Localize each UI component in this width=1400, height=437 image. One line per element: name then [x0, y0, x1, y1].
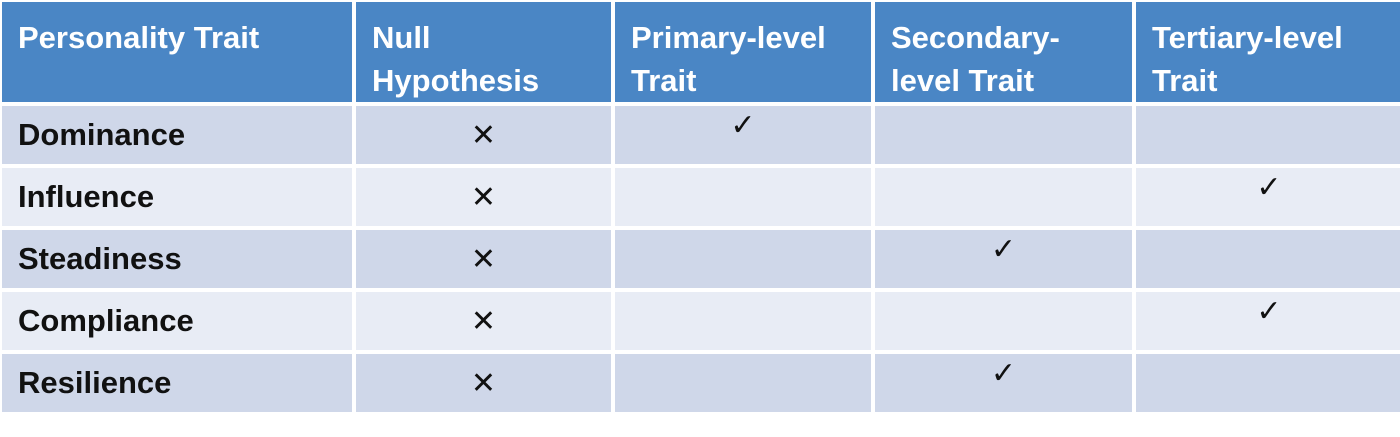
personality-trait-table: Personality Trait Null Hypothesis Primar… [2, 2, 1400, 412]
secondary-level-cell [875, 106, 1132, 164]
checkmark-icon: ✓ [990, 355, 1017, 391]
header-primary-level-trait: Primary-level Trait [615, 2, 871, 102]
table-row: Resilience ✕ ✓ [2, 354, 1400, 412]
primary-level-cell [615, 292, 871, 350]
table-row: Compliance ✕ ✓ [2, 292, 1400, 350]
cross-icon: ✕ [470, 179, 497, 215]
checkmark-icon: ✓ [1256, 169, 1282, 205]
cross-icon: ✕ [470, 117, 497, 153]
header-null-hypothesis: Null Hypothesis [356, 2, 611, 102]
null-hypothesis-cell: ✕ [356, 292, 611, 350]
header-row: Personality Trait Null Hypothesis Primar… [2, 2, 1400, 102]
null-hypothesis-cell: ✕ [356, 168, 611, 226]
null-hypothesis-cell: ✕ [356, 230, 611, 288]
secondary-level-cell [875, 292, 1132, 350]
null-hypothesis-cell: ✕ [356, 106, 611, 164]
primary-level-cell: ✓ [615, 106, 871, 164]
table-row: Influence ✕ ✓ [2, 168, 1400, 226]
trait-name: Influence [2, 168, 352, 226]
primary-level-cell [615, 354, 871, 412]
tertiary-level-cell [1136, 106, 1400, 164]
primary-level-cell [615, 168, 871, 226]
trait-name: Compliance [2, 292, 352, 350]
trait-name: Resilience [2, 354, 352, 412]
table-row: Dominance ✕ ✓ [2, 106, 1400, 164]
secondary-level-cell [875, 168, 1132, 226]
null-hypothesis-cell: ✕ [356, 354, 611, 412]
primary-level-cell [615, 230, 871, 288]
secondary-level-cell: ✓ [875, 354, 1132, 412]
tertiary-level-cell [1136, 354, 1400, 412]
cross-icon: ✕ [470, 365, 497, 401]
tertiary-level-cell: ✓ [1136, 168, 1400, 226]
header-personality-trait: Personality Trait [2, 2, 352, 102]
tertiary-level-cell [1136, 230, 1400, 288]
trait-name: Steadiness [2, 230, 352, 288]
trait-name: Dominance [2, 106, 352, 164]
cross-icon: ✕ [470, 303, 497, 339]
tertiary-level-cell: ✓ [1136, 292, 1400, 350]
header-secondary-level-trait: Secondary-level Trait [875, 2, 1132, 102]
checkmark-icon: ✓ [730, 107, 756, 143]
checkmark-icon: ✓ [1256, 293, 1282, 329]
checkmark-icon: ✓ [990, 231, 1017, 267]
table-row: Steadiness ✕ ✓ [2, 230, 1400, 288]
header-tertiary-level-trait: Tertiary-level Trait [1136, 2, 1400, 102]
secondary-level-cell: ✓ [875, 230, 1132, 288]
cross-icon: ✕ [470, 241, 497, 277]
